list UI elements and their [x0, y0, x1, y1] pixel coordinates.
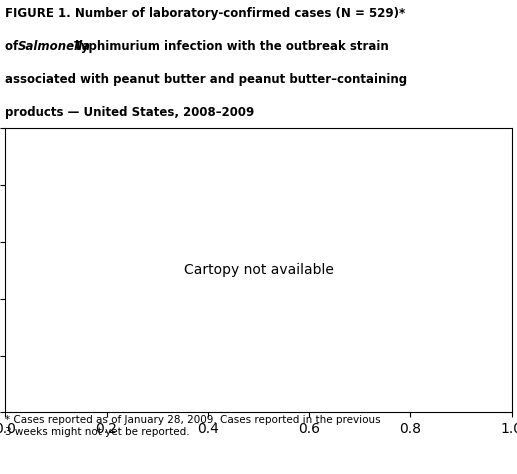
- Text: FIGURE 1. Number of laboratory-confirmed cases (N = 529)*: FIGURE 1. Number of laboratory-confirmed…: [5, 7, 405, 19]
- Text: associated with peanut butter and peanut butter–containing: associated with peanut butter and peanut…: [5, 73, 407, 86]
- Text: Cartopy not available: Cartopy not available: [184, 263, 333, 277]
- Text: Typhimurium infection with the outbreak strain: Typhimurium infection with the outbreak …: [70, 40, 389, 53]
- Text: of: of: [5, 40, 23, 53]
- Text: * Cases reported as of January 28, 2009. Cases reported in the previous
3 weeks : * Cases reported as of January 28, 2009.…: [5, 415, 381, 437]
- Text: products — United States, 2008–2009: products — United States, 2008–2009: [5, 106, 254, 119]
- Text: Salmonella: Salmonella: [18, 40, 91, 53]
